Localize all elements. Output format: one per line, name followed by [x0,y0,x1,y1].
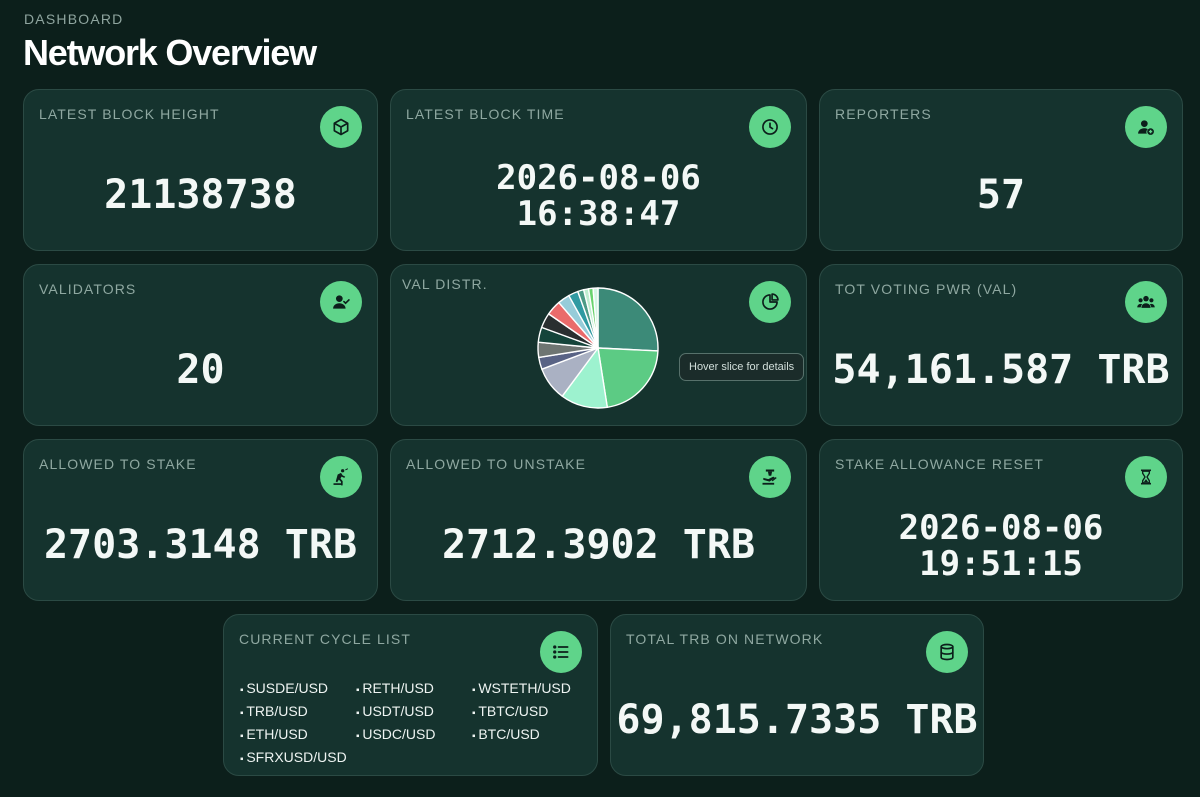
cycle-list-item: BTC/USD [472,726,588,742]
card-label: VAL DISTR. [402,276,488,292]
unstake-icon [749,456,791,498]
total-trb-card: TOTAL TRB ON NETWORK 69,815.7335 TRB [610,614,984,776]
pie-slice[interactable] [592,287,599,349]
database-icon [926,631,968,673]
cycle-list-item: SFRXUSD/USD [240,749,356,765]
validators-value: 20 [176,347,225,393]
latest-block-time-card: LATEST BLOCK TIME 2026-08-06 16:38:47 [390,89,807,251]
card-label: CURRENT CYCLE LIST [239,631,412,647]
cycle-list-item: WSTETH/USD [472,680,588,696]
list-icon [540,631,582,673]
validator-distribution-card: VAL DISTR. Hover slice for details [390,264,807,426]
allowed-unstake-value: 2712.3902 TRB [441,522,756,568]
stake-icon [320,456,362,498]
cycle-list: SUSDE/USD RETH/USD WSTETH/USD TRB/USD US… [240,680,588,765]
cycle-list-item: TBTC/USD [472,703,588,719]
allowed-to-stake-card: ALLOWED TO STAKE 2703.3148 TRB [23,439,378,601]
card-label: LATEST BLOCK TIME [406,106,565,122]
cycle-list-item: USDT/USD [356,703,472,719]
reporters-value: 57 [976,172,1026,218]
card-label: STAKE ALLOWANCE RESET [835,456,1045,472]
card-label: LATEST BLOCK HEIGHT [39,106,220,122]
allowance-reset-time: 19:51:15 [919,544,1083,584]
cycle-list-item: USDC/USD [356,726,472,742]
cycle-list-item: TRB/USD [240,703,356,719]
pie-chart-icon [749,281,791,323]
cycle-list-item: SUSDE/USD [240,680,356,696]
stake-allowance-reset-card: STAKE ALLOWANCE RESET 2026-08-06 19:51:1… [819,439,1183,601]
page-eyebrow: DASHBOARD [24,11,124,27]
pie-tooltip: Hover slice for details [679,353,805,381]
pie-slice[interactable] [597,287,659,352]
voting-power-value: 54,161.587 TRB [832,347,1170,393]
cycle-list-item: RETH/USD [356,680,472,696]
cycle-list-item: ETH/USD [240,726,356,742]
block-time-date: 2026-08-06 [496,158,701,198]
validators-card: VALIDATORS 20 [23,264,378,426]
card-label: ALLOWED TO UNSTAKE [406,456,587,472]
card-label: TOTAL TRB ON NETWORK [626,631,824,647]
validator-distribution-pie[interactable] [535,287,661,409]
user-plus-icon [1125,106,1167,148]
pie-slice[interactable] [597,347,659,408]
card-label: REPORTERS [835,106,932,122]
latest-block-height-card: LATEST BLOCK HEIGHT 21138738 [23,89,378,251]
hourglass-icon [1125,456,1167,498]
current-cycle-list-card: CURRENT CYCLE LIST SUSDE/USD RETH/USD WS… [223,614,598,776]
reporters-card: REPORTERS 57 [819,89,1183,251]
card-label: TOT VOTING PWR (VAL) [835,281,1018,297]
page-title: Network Overview [23,32,317,73]
cube-icon [320,106,362,148]
total-trb-value: 69,815.7335 TRB [616,697,978,743]
user-check-icon [320,281,362,323]
block-time-time: 16:38:47 [516,194,681,234]
card-label: VALIDATORS [39,281,137,297]
card-label: ALLOWED TO STAKE [39,456,197,472]
clock-icon [749,106,791,148]
block-height-value: 21138738 [104,172,297,218]
allowed-stake-value: 2703.3148 TRB [43,522,358,568]
users-icon [1125,281,1167,323]
total-voting-power-card: TOT VOTING PWR (VAL) 54,161.587 TRB [819,264,1183,426]
allowed-to-unstake-card: ALLOWED TO UNSTAKE 2712.3902 TRB [390,439,807,601]
allowance-reset-date: 2026-08-06 [898,508,1104,548]
